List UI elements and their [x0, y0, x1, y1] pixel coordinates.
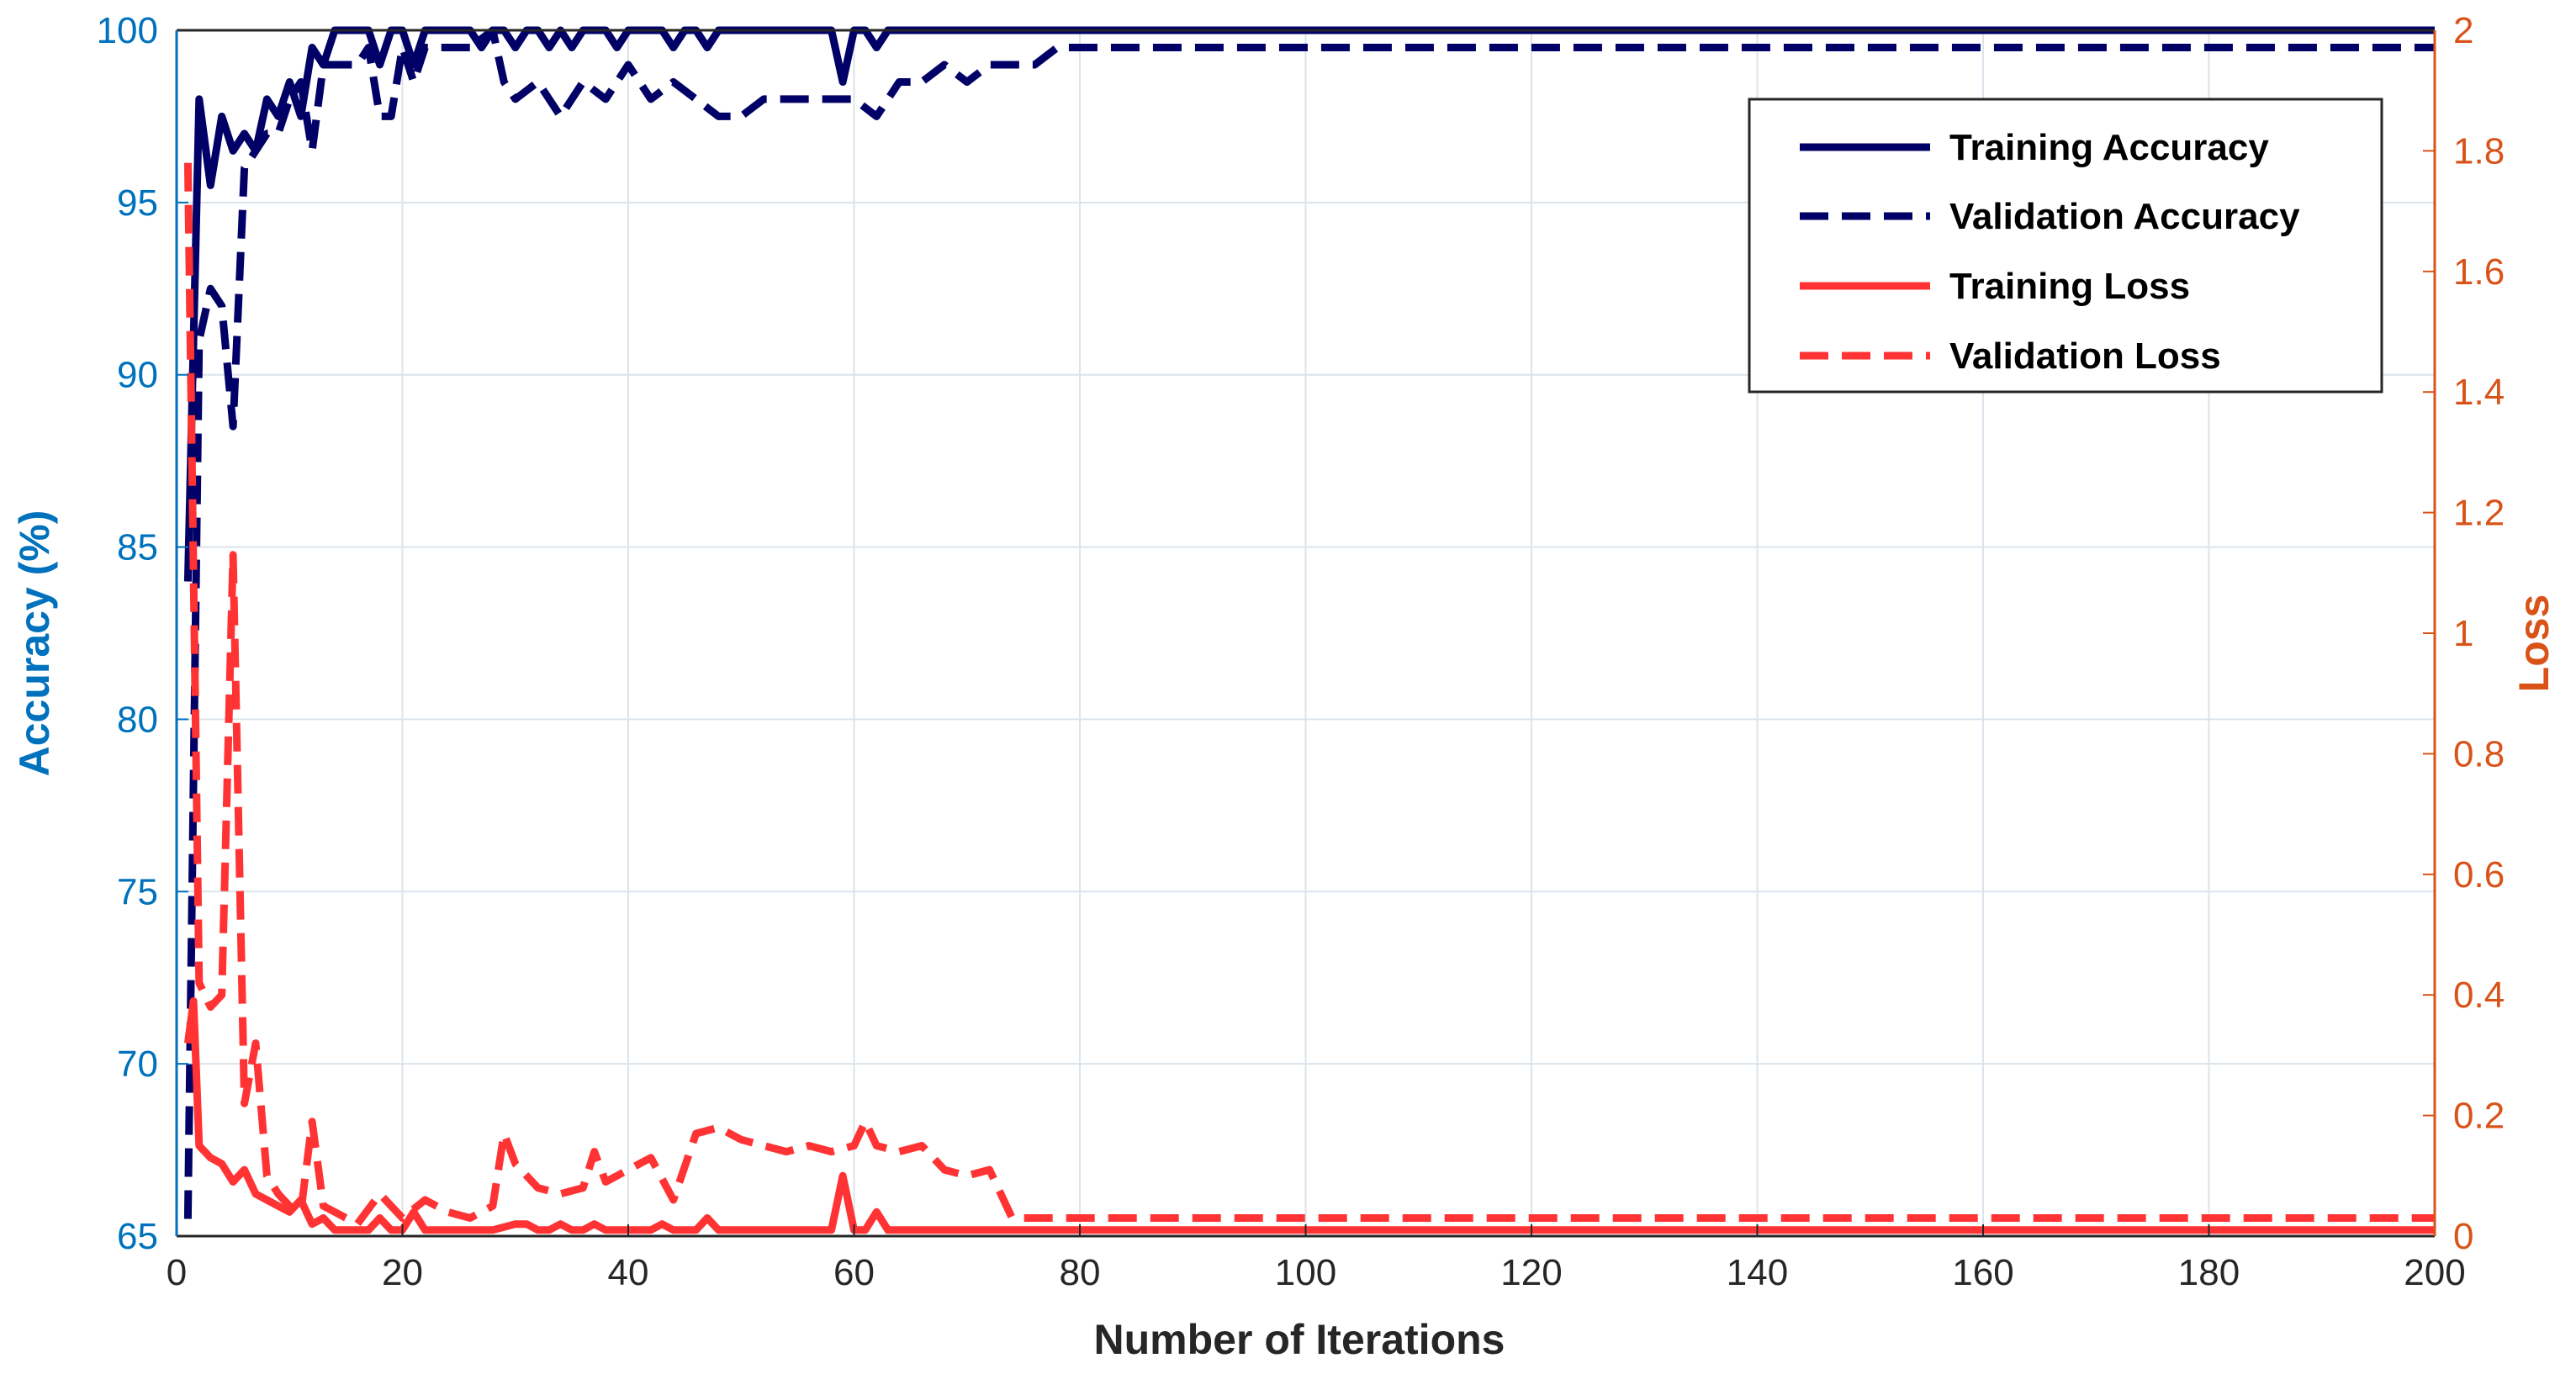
y2-tick-label-8: 1.6	[2453, 251, 2505, 293]
y2-tick-label-7: 1.4	[2453, 372, 2505, 413]
y2-axis-title: Loss	[2510, 595, 2557, 693]
y2-tick-label-0: 0	[2453, 1216, 2473, 1257]
x-tick-label-160: 160	[1952, 1252, 2013, 1293]
y2-tick-label-3: 0.6	[2453, 854, 2505, 896]
y-tick-label-90: 90	[117, 355, 158, 396]
axes-layer	[175, 29, 2436, 1238]
y2-tick-label-10: 2	[2453, 10, 2473, 51]
legend: Training Accuracy Validation Accuracy Tr…	[1748, 98, 2383, 394]
y-tick-label-100: 100	[97, 10, 158, 51]
y2-tick-label-2: 0.4	[2453, 975, 2505, 1016]
y-tick-label-95: 95	[117, 182, 158, 224]
y-tick-label-80: 80	[117, 699, 158, 740]
x-tick-label-100: 100	[1275, 1252, 1336, 1293]
x-tick-label-60: 60	[833, 1252, 875, 1293]
y-axis-title: Accuracy (%)	[11, 510, 58, 777]
x-tick-label-180: 180	[2178, 1252, 2240, 1293]
y2-tick-label-6: 1.2	[2453, 493, 2505, 534]
x-tick-label-120: 120	[1500, 1252, 1562, 1293]
x-tick-label-200: 200	[2404, 1252, 2465, 1293]
y-tick-label-85: 85	[117, 527, 158, 568]
y-tick-label-75: 75	[117, 871, 158, 912]
legend-label-validation-accuracy: Validation Accuracy	[1949, 196, 2300, 237]
y2-tick-label-4: 0.8	[2453, 733, 2505, 774]
y-tick-label-70: 70	[117, 1044, 158, 1085]
x-tick-label-0: 0	[167, 1252, 187, 1293]
x-tick-label-80: 80	[1060, 1252, 1101, 1293]
series-line-validation-accuracy	[183, 26, 2435, 1219]
x-tick-label-40: 40	[608, 1252, 649, 1293]
tick-labels: 0 20 40 60 80 100 120 140 160 180 2006570758085909…	[97, 10, 2505, 1293]
legend-label-training-accuracy: Training Accuracy	[1949, 127, 2269, 168]
y2-tick-label-9: 1.8	[2453, 130, 2505, 172]
series-line-training-accuracy	[183, 26, 2435, 582]
legend-label-validation-loss: Validation Loss	[1949, 336, 2221, 377]
y2-tick-label-5: 1	[2453, 613, 2473, 654]
y2-tick-label-1: 0.2	[2453, 1096, 2505, 1137]
legend-label-training-loss: Training Loss	[1949, 266, 2190, 307]
x-tick-label-20: 20	[382, 1252, 423, 1293]
x-tick-label-140: 140	[1727, 1252, 1788, 1293]
x-axis-title: Number of Iterations	[1094, 1316, 1505, 1363]
series-layer	[183, 26, 2435, 1234]
y-tick-label-65: 65	[117, 1216, 158, 1257]
series-line-validation-loss	[183, 162, 2435, 1229]
